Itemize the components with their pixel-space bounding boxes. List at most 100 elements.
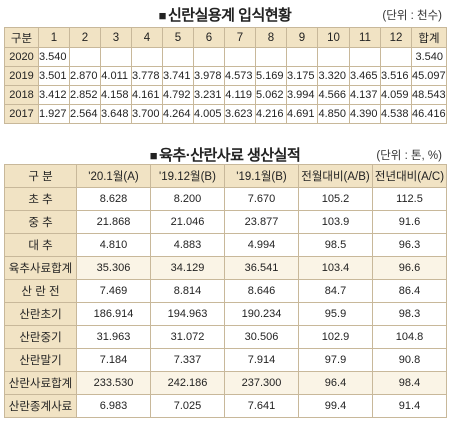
table1-header-cell: 3 (100, 27, 132, 48)
feed-production-table: 구 분 '20.1월(A) '19.12월(B) '19.1월(B) 전월대비(… (4, 164, 447, 418)
row-label: 대 추 (4, 233, 77, 257)
table-cell: 103.4 (298, 256, 373, 280)
table-cell: 95.9 (298, 302, 373, 326)
table-cell (100, 47, 132, 67)
table-cell: 3.516 (380, 66, 412, 86)
table-cell: 2.564 (69, 104, 101, 124)
table-cell: 4.137 (349, 85, 381, 105)
table1-unit: (단위 : 천수) (382, 10, 442, 22)
table-row: 산란사료합계 233.530 242.186 237.300 96.4 98.4 (4, 371, 447, 395)
table-cell: 31.963 (76, 325, 151, 349)
table-cell: 5.169 (255, 66, 287, 86)
table-cell (286, 47, 318, 67)
table-row: 산란종계사료 6.983 7.025 7.641 99.4 91.4 (4, 394, 447, 418)
table-cell: 4.792 (162, 85, 194, 105)
table-cell: 7.670 (224, 187, 299, 211)
table-cell: 2.852 (69, 85, 101, 105)
year-cell: 2017 (4, 104, 39, 124)
table-row: 2020 3.540 3.540 (4, 47, 447, 67)
table-row: 산란초기 186.914 194.963 190.234 95.9 98.3 (4, 302, 447, 326)
table-cell: 4.161 (131, 85, 163, 105)
table-cell: 3.465 (349, 66, 381, 86)
table-cell (69, 47, 101, 67)
table-cell: 102.9 (298, 325, 373, 349)
table-cell: 21.868 (76, 210, 151, 234)
table-cell: 194.963 (150, 302, 225, 326)
table-cell: 35.306 (76, 256, 151, 280)
table2-header-cell: '20.1월(A) (76, 164, 151, 188)
table-cell: 4.566 (317, 85, 350, 105)
table-cell: 96.3 (372, 233, 447, 257)
table-row: 육추사료합계 35.306 34.129 36.541 103.4 96.6 (4, 256, 447, 280)
table-row: 산 란 전 7.469 8.814 8.646 84.7 86.4 (4, 279, 447, 303)
table-cell: 34.129 (150, 256, 225, 280)
year-cell: 2020 (4, 47, 39, 67)
table-row: 중 추 21.868 21.046 23.877 103.9 91.6 (4, 210, 447, 234)
table-cell: 91.6 (372, 210, 447, 234)
total-cell: 48.543 (411, 85, 447, 105)
row-label: 육추사료합계 (4, 256, 77, 280)
table-cell: 98.3 (372, 302, 447, 326)
table-cell: 7.469 (76, 279, 151, 303)
table-cell: 36.541 (224, 256, 299, 280)
table-row: 2017 1.927 2.564 3.648 3.700 4.264 4.005… (4, 104, 447, 124)
table-cell: 3.778 (131, 66, 163, 86)
table-cell: 112.5 (372, 187, 447, 211)
table-cell (162, 47, 194, 67)
table-cell (317, 47, 350, 67)
table-cell (193, 47, 225, 67)
row-label: 산란초기 (4, 302, 77, 326)
table-cell: 4.158 (100, 85, 132, 105)
table-cell: 3.978 (193, 66, 225, 86)
row-label: 산란말기 (4, 348, 77, 372)
table-cell: 8.646 (224, 279, 299, 303)
table1-header-cell: 6 (193, 27, 225, 48)
table-cell: 8.200 (150, 187, 225, 211)
table1-title-text: 신란실용계 입식현황 (167, 7, 292, 24)
table-cell: 98.4 (372, 371, 447, 395)
table-cell: 3.540 (38, 47, 70, 67)
table-row: 2019 3.501 2.870 4.011 3.778 3.741 3.978… (4, 66, 447, 86)
table-cell: 4.059 (380, 85, 412, 105)
row-label: 산 란 전 (4, 279, 77, 303)
table2-header-cell: '19.12월(B) (150, 164, 225, 188)
table-cell (131, 47, 163, 67)
table-cell: 96.6 (372, 256, 447, 280)
table-cell: 233.530 (76, 371, 151, 395)
table-cell: 3.994 (286, 85, 318, 105)
table1-header-cell: 2 (69, 27, 101, 48)
table-cell: 3.648 (100, 104, 132, 124)
total-cell: 45.097 (411, 66, 447, 86)
table-cell: 4.883 (150, 233, 225, 257)
table1-header-cell: 11 (349, 27, 381, 48)
table-cell: 86.4 (372, 279, 447, 303)
table-cell (349, 47, 381, 67)
table-cell: 7.184 (76, 348, 151, 372)
table-cell: 105.2 (298, 187, 373, 211)
table-cell: 3.700 (131, 104, 163, 124)
table-cell: 84.7 (298, 279, 373, 303)
table-cell: 23.877 (224, 210, 299, 234)
table-cell: 4.691 (286, 104, 318, 124)
table-row: 대 추 4.810 4.883 4.994 98.5 96.3 (4, 233, 447, 257)
total-cell: 3.540 (411, 47, 447, 67)
total-cell: 46.416 (411, 104, 447, 124)
table-cell: 3.741 (162, 66, 194, 86)
table-cell: 7.337 (150, 348, 225, 372)
table1-header-cell: 1 (38, 27, 70, 48)
table-cell: 3.320 (317, 66, 350, 86)
table-cell: 4.264 (162, 104, 194, 124)
table-cell: 3.231 (193, 85, 225, 105)
table-cell: 3.412 (38, 85, 70, 105)
table-cell: 103.9 (298, 210, 373, 234)
table-row: 산란중기 31.963 31.072 30.506 102.9 104.8 (4, 325, 447, 349)
table-cell: 90.8 (372, 348, 447, 372)
table2-unit: (단위 : 톤, %) (376, 150, 442, 162)
table-cell: 4.005 (193, 104, 225, 124)
year-cell: 2019 (4, 66, 39, 86)
table-cell: 8.628 (76, 187, 151, 211)
table-cell: 237.300 (224, 371, 299, 395)
table1-header-cell: 10 (317, 27, 350, 48)
table-cell: 6.983 (76, 394, 151, 418)
table-cell: 186.914 (76, 302, 151, 326)
